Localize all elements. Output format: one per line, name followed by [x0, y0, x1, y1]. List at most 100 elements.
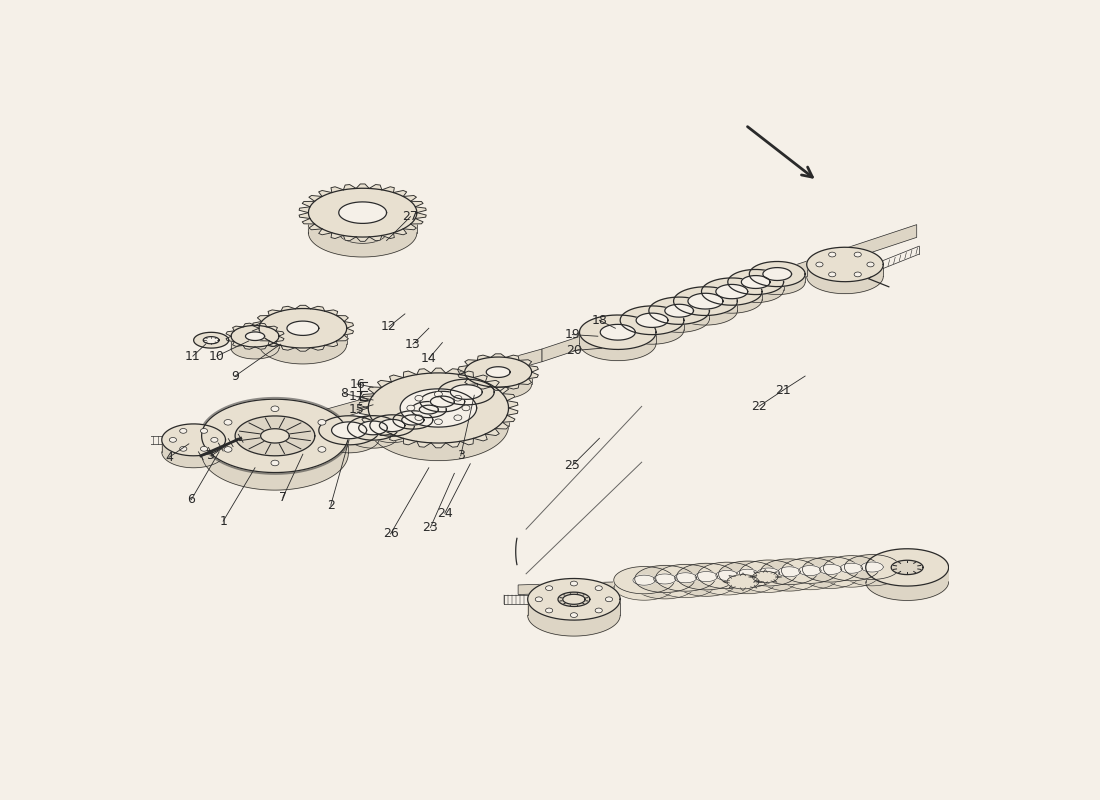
- Polygon shape: [460, 371, 473, 378]
- Polygon shape: [252, 328, 262, 335]
- Polygon shape: [359, 421, 387, 434]
- Polygon shape: [465, 360, 477, 366]
- Polygon shape: [507, 401, 518, 408]
- Ellipse shape: [828, 272, 836, 277]
- Text: 12: 12: [381, 320, 397, 333]
- Polygon shape: [231, 326, 279, 347]
- Polygon shape: [473, 375, 487, 382]
- Polygon shape: [419, 405, 439, 414]
- Polygon shape: [716, 285, 748, 298]
- Polygon shape: [319, 190, 332, 197]
- Polygon shape: [446, 369, 460, 374]
- Polygon shape: [402, 414, 424, 425]
- Polygon shape: [891, 560, 923, 574]
- Text: 1: 1: [219, 514, 227, 528]
- Text: 4: 4: [165, 451, 173, 464]
- Polygon shape: [558, 592, 590, 606]
- Polygon shape: [393, 420, 432, 435]
- Polygon shape: [324, 310, 338, 315]
- Ellipse shape: [570, 581, 578, 586]
- Ellipse shape: [169, 438, 176, 442]
- Polygon shape: [601, 324, 636, 340]
- Polygon shape: [382, 186, 394, 193]
- Ellipse shape: [407, 405, 415, 410]
- Polygon shape: [653, 574, 676, 584]
- Text: 19: 19: [564, 328, 580, 341]
- Polygon shape: [757, 568, 780, 578]
- Polygon shape: [400, 389, 476, 427]
- Polygon shape: [674, 573, 696, 583]
- Polygon shape: [506, 355, 519, 360]
- Polygon shape: [337, 335, 349, 341]
- Polygon shape: [204, 337, 219, 344]
- Polygon shape: [258, 328, 346, 364]
- Polygon shape: [473, 434, 487, 441]
- Text: 11: 11: [185, 350, 200, 362]
- Polygon shape: [431, 443, 446, 448]
- Polygon shape: [676, 563, 736, 590]
- Polygon shape: [519, 378, 531, 385]
- Polygon shape: [528, 599, 620, 636]
- Polygon shape: [728, 282, 783, 302]
- Text: 7: 7: [279, 490, 287, 504]
- Ellipse shape: [454, 395, 462, 401]
- Polygon shape: [485, 380, 499, 387]
- Polygon shape: [299, 207, 310, 213]
- Text: 26: 26: [383, 527, 398, 541]
- Polygon shape: [226, 331, 234, 336]
- Polygon shape: [542, 225, 916, 362]
- Ellipse shape: [816, 262, 823, 267]
- Polygon shape: [580, 332, 656, 361]
- Ellipse shape: [415, 395, 422, 401]
- Polygon shape: [803, 557, 859, 582]
- Polygon shape: [519, 360, 531, 366]
- Polygon shape: [485, 429, 499, 435]
- Ellipse shape: [536, 597, 542, 602]
- Polygon shape: [308, 213, 417, 257]
- Polygon shape: [417, 442, 431, 447]
- Polygon shape: [404, 195, 417, 202]
- Polygon shape: [728, 270, 783, 294]
- Polygon shape: [739, 573, 798, 592]
- Text: 24: 24: [437, 506, 452, 520]
- Polygon shape: [370, 414, 415, 436]
- Ellipse shape: [595, 586, 603, 590]
- Polygon shape: [416, 207, 426, 213]
- Ellipse shape: [318, 419, 326, 425]
- Polygon shape: [465, 378, 477, 385]
- Polygon shape: [344, 328, 353, 335]
- Polygon shape: [280, 306, 295, 311]
- Polygon shape: [649, 310, 710, 332]
- Polygon shape: [716, 570, 738, 581]
- Polygon shape: [632, 575, 656, 585]
- Polygon shape: [343, 235, 356, 241]
- Polygon shape: [319, 416, 380, 445]
- Polygon shape: [491, 354, 506, 358]
- Polygon shape: [620, 306, 684, 334]
- Polygon shape: [495, 422, 508, 429]
- Polygon shape: [295, 348, 310, 351]
- Ellipse shape: [595, 608, 603, 613]
- Polygon shape: [446, 442, 460, 447]
- Polygon shape: [697, 575, 757, 595]
- Polygon shape: [803, 570, 859, 589]
- Polygon shape: [486, 366, 510, 378]
- Polygon shape: [417, 369, 431, 374]
- Polygon shape: [370, 235, 382, 241]
- Polygon shape: [267, 326, 277, 331]
- Text: 18: 18: [592, 314, 607, 326]
- Polygon shape: [866, 567, 948, 601]
- Polygon shape: [416, 213, 426, 218]
- Ellipse shape: [200, 446, 208, 451]
- Polygon shape: [309, 195, 322, 202]
- Polygon shape: [310, 306, 324, 311]
- Polygon shape: [752, 571, 778, 582]
- Text: 15: 15: [349, 403, 365, 416]
- Ellipse shape: [271, 406, 279, 411]
- Polygon shape: [845, 567, 900, 586]
- Polygon shape: [749, 262, 805, 286]
- Polygon shape: [760, 559, 817, 585]
- Polygon shape: [243, 346, 255, 350]
- Polygon shape: [362, 415, 374, 422]
- Ellipse shape: [318, 446, 326, 452]
